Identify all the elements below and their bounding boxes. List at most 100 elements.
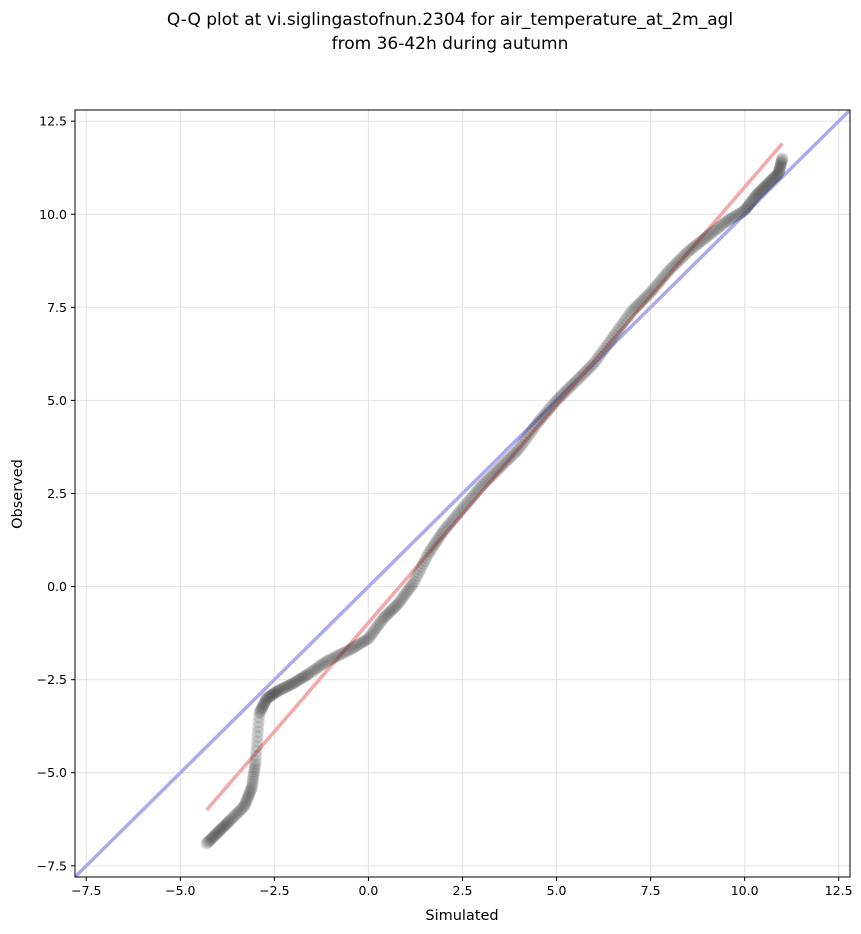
qq-point xyxy=(561,383,574,396)
qq-point xyxy=(253,711,266,724)
qq-point xyxy=(451,507,464,520)
qq-point xyxy=(396,592,409,605)
qq-point xyxy=(771,168,784,181)
qq-point xyxy=(415,560,428,573)
qq-point xyxy=(355,636,368,649)
qq-point xyxy=(540,406,553,419)
qq-point xyxy=(715,218,728,231)
qq-point xyxy=(235,803,248,816)
qq-point xyxy=(774,159,787,172)
qq-point xyxy=(328,651,341,664)
qq-point xyxy=(623,308,636,321)
qq-point xyxy=(674,253,687,266)
qq-point xyxy=(293,673,306,686)
qq-point xyxy=(547,397,560,410)
qq-point xyxy=(630,299,643,312)
qq-point xyxy=(766,172,779,185)
qq-point xyxy=(207,830,220,843)
qq-point xyxy=(741,200,754,213)
qq-point xyxy=(283,679,296,692)
fit-line xyxy=(205,142,784,812)
qq-point xyxy=(423,546,436,559)
qq-point xyxy=(304,666,317,679)
qq-point xyxy=(321,654,334,667)
qq-point xyxy=(245,781,258,794)
qq-point xyxy=(763,176,776,189)
qq-point xyxy=(612,324,625,337)
qq-point xyxy=(752,187,765,200)
y-tick-label: 7.5 xyxy=(47,300,67,315)
qq-point xyxy=(290,675,303,688)
qq-point xyxy=(267,687,280,700)
qq-point xyxy=(446,514,459,527)
qq-point xyxy=(481,473,494,486)
qq-point xyxy=(729,210,742,223)
qq-point xyxy=(515,438,528,451)
qq-point xyxy=(595,347,608,360)
qq-point xyxy=(744,197,757,210)
qq-point xyxy=(580,365,593,378)
qq-point xyxy=(719,215,732,228)
qq-point xyxy=(315,658,328,671)
qq-point xyxy=(258,696,271,709)
qq-point xyxy=(717,217,730,230)
qq-point xyxy=(621,310,634,323)
qq-point xyxy=(252,716,265,729)
qq-point xyxy=(668,258,681,271)
qq-point xyxy=(219,818,232,831)
qq-point xyxy=(775,153,788,166)
qq-point xyxy=(408,575,421,588)
qq-point xyxy=(551,393,564,406)
qq-point xyxy=(372,619,385,632)
qq-point xyxy=(248,763,261,776)
qq-point xyxy=(566,378,579,391)
qq-point xyxy=(397,590,410,603)
qq-point xyxy=(370,621,383,634)
qq-point xyxy=(659,269,672,282)
qq-point xyxy=(710,223,723,236)
qq-point xyxy=(491,464,504,477)
y-tick-label: 2.5 xyxy=(47,486,67,501)
qq-point xyxy=(649,280,662,293)
qq-point xyxy=(695,235,708,248)
qq-point xyxy=(772,167,785,180)
qq-point xyxy=(572,372,585,385)
qq-point xyxy=(644,286,657,299)
qq-point xyxy=(310,662,323,675)
qq-point xyxy=(379,610,392,623)
qq-point xyxy=(344,643,357,656)
qq-point xyxy=(568,376,581,389)
qq-point xyxy=(483,471,496,484)
qq-point xyxy=(266,688,279,701)
qq-point xyxy=(209,828,222,841)
qq-point xyxy=(713,220,726,233)
qq-point xyxy=(472,483,485,496)
qq-point xyxy=(223,815,236,828)
qq-point xyxy=(381,608,394,621)
qq-point xyxy=(249,757,262,770)
qq-point xyxy=(240,794,253,807)
qq-point xyxy=(578,367,591,380)
qq-point xyxy=(632,298,645,311)
qq-point xyxy=(559,385,572,398)
qq-point xyxy=(433,530,446,543)
qq-point xyxy=(364,629,377,642)
qq-point xyxy=(292,674,305,687)
qq-point xyxy=(747,192,760,205)
qq-point xyxy=(217,820,230,833)
qq-point xyxy=(442,519,455,532)
qq-point xyxy=(732,208,745,221)
qq-point xyxy=(273,683,286,696)
qq-point xyxy=(351,639,364,652)
qq-point xyxy=(461,496,474,509)
qq-point xyxy=(394,594,407,607)
qq-point xyxy=(245,783,258,796)
qq-point xyxy=(750,188,763,201)
qq-point xyxy=(563,382,576,395)
qq-point xyxy=(339,645,352,658)
qq-point xyxy=(326,652,339,665)
qq-point xyxy=(241,792,254,805)
qq-point xyxy=(727,211,740,224)
qq-point xyxy=(538,408,551,421)
qq-point xyxy=(270,686,283,699)
